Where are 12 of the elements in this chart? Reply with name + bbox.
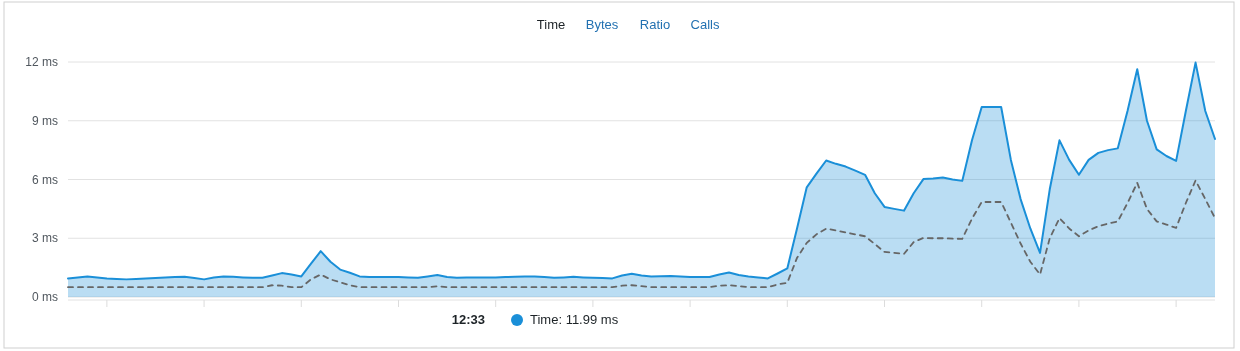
y-tick-label: 6 ms: [31, 172, 58, 187]
text: Calls: [690, 17, 720, 32]
y-tick-label: 0 ms: [31, 290, 58, 304]
text: Ratio: [639, 17, 671, 32]
text: Bytes: [585, 17, 619, 32]
line-series: [67, 179, 1216, 289]
y-tick-label: 9 ms: [31, 113, 58, 128]
text: Time: [536, 17, 566, 32]
text: Time: 11.99 ms: [530, 312, 619, 327]
y-tick-label: 3 ms: [31, 231, 58, 246]
y-tick-label: 12 ms: [25, 55, 58, 69]
text: 12:33: [451, 312, 485, 327]
